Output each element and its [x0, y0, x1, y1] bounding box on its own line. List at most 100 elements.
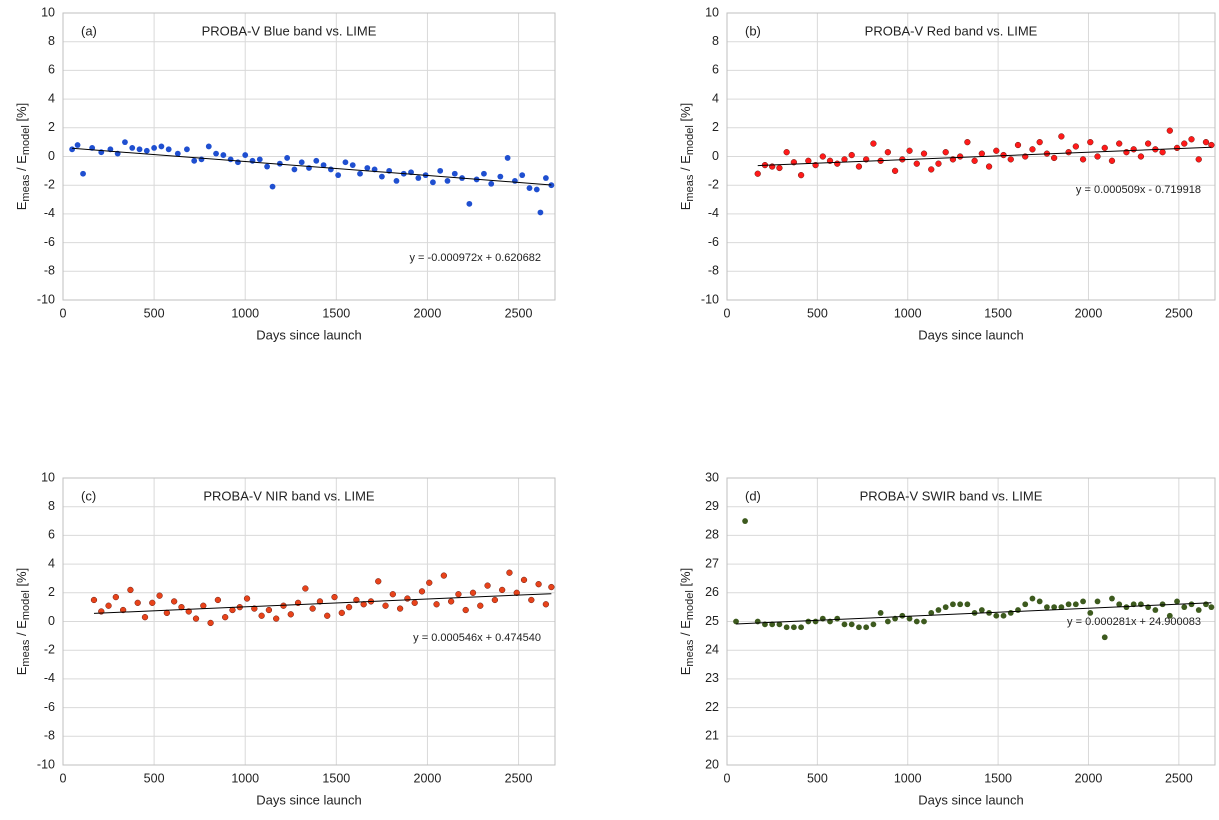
- data-point: [1036, 598, 1043, 605]
- x-tick-label: 500: [807, 771, 828, 785]
- y-axis-label-part: / E: [678, 620, 693, 640]
- data-point: [375, 578, 382, 585]
- y-axis-label-part: [%]: [14, 103, 29, 125]
- data-point: [1058, 133, 1065, 140]
- data-point: [971, 157, 978, 164]
- data-point: [512, 177, 518, 184]
- data-point: [192, 615, 200, 622]
- data-point: [222, 614, 229, 621]
- data-point: [920, 150, 928, 157]
- data-point: [484, 582, 491, 589]
- y-tick-label: 4: [48, 556, 55, 570]
- y-tick-label: 25: [705, 614, 719, 628]
- y-axis-label-part: [%]: [678, 568, 693, 590]
- data-point: [141, 614, 149, 621]
- data-point: [1050, 154, 1058, 162]
- data-point: [491, 596, 499, 604]
- chart-title: PROBA-V Red band vs. LIME: [865, 23, 1038, 38]
- data-point: [287, 611, 294, 618]
- data-point: [1087, 609, 1094, 616]
- x-tick-label: 0: [724, 306, 731, 320]
- data-point: [1087, 139, 1094, 146]
- trendline-equation: y = 0.000509x - 0.719918: [1076, 184, 1201, 196]
- data-point: [1188, 136, 1195, 143]
- data-point: [533, 186, 540, 193]
- data-point: [993, 612, 1000, 619]
- data-point: [74, 142, 81, 148]
- data-point: [191, 157, 198, 164]
- data-point: [200, 602, 207, 609]
- data-point: [1065, 601, 1072, 608]
- data-point: [235, 159, 241, 166]
- data-point: [291, 166, 298, 173]
- plot-frame: [726, 12, 1216, 301]
- data-point: [790, 624, 797, 631]
- data-point: [251, 605, 258, 612]
- data-point: [1123, 604, 1130, 611]
- data-point: [335, 172, 342, 179]
- x-tick-label: 2000: [1075, 771, 1103, 785]
- x-tick-label: 0: [60, 771, 67, 785]
- data-point: [1181, 604, 1188, 611]
- data-point: [1166, 127, 1173, 134]
- data-point: [269, 183, 276, 190]
- y-axis-label: Emeas / Emodel [%]: [678, 568, 695, 675]
- data-point: [174, 150, 181, 157]
- data-point: [1058, 604, 1065, 611]
- data-point: [1159, 149, 1166, 156]
- panel: 0 500 1000 1500 2000 2500 -10 -8 -6 -4 -2 0 2 4 6 8 10 Da…: [14, 470, 556, 807]
- data-point: [1015, 607, 1021, 613]
- x-tick-label: 1000: [231, 771, 259, 785]
- data-point: [481, 170, 487, 177]
- y-tick-label: 0: [48, 614, 55, 628]
- data-point: [535, 581, 542, 588]
- data-point: [805, 157, 812, 164]
- y-tick-label: 6: [48, 528, 55, 542]
- trend-line: [736, 602, 1212, 625]
- x-axis-label: Days since launch: [256, 792, 362, 807]
- data-point: [884, 618, 891, 625]
- data-point: [520, 576, 528, 584]
- data-point: [1080, 598, 1086, 605]
- panel-label: (c): [81, 488, 96, 503]
- y-axis-label-part: / E: [678, 155, 693, 175]
- data-point: [90, 596, 98, 604]
- data-point: [1065, 149, 1072, 156]
- plot-frame: [726, 477, 1216, 766]
- data-point: [1000, 612, 1007, 619]
- y-axis-label-subscript: meas: [684, 174, 696, 201]
- data-point: [1109, 595, 1115, 602]
- x-axis-label: Days since launch: [918, 792, 1024, 807]
- y-axis-label-subscript: meas: [684, 639, 696, 666]
- data-point: [105, 602, 112, 609]
- y-axis-label-part: E: [678, 201, 693, 210]
- data-point: [1208, 141, 1215, 149]
- data-point: [964, 139, 971, 146]
- trendline-equation: y = -0.000972x + 0.620682: [410, 252, 542, 264]
- y-tick-label: 10: [41, 470, 55, 484]
- data-point: [985, 163, 993, 170]
- y-axis-label-part: E: [678, 666, 693, 675]
- data-point: [870, 140, 877, 147]
- data-point: [338, 609, 345, 617]
- data-point: [320, 162, 327, 169]
- data-point: [855, 163, 863, 170]
- data-point: [316, 598, 324, 605]
- data-point: [433, 601, 440, 608]
- panel-label: (a): [81, 23, 97, 38]
- data-point: [848, 621, 855, 628]
- data-point: [171, 598, 178, 605]
- data-point: [783, 149, 790, 156]
- x-tick-label: 2500: [505, 306, 533, 320]
- data-point: [978, 607, 985, 613]
- data-point: [841, 621, 848, 628]
- data-point: [426, 579, 433, 586]
- data-point: [776, 164, 783, 172]
- data-point: [151, 144, 158, 151]
- trend-line: [72, 147, 552, 186]
- y-axis-label-subscript: model: [20, 590, 32, 620]
- data-point: [444, 177, 451, 184]
- data-point: [273, 615, 280, 622]
- y-axis-label: Emeas / Emodel [%]: [14, 103, 31, 210]
